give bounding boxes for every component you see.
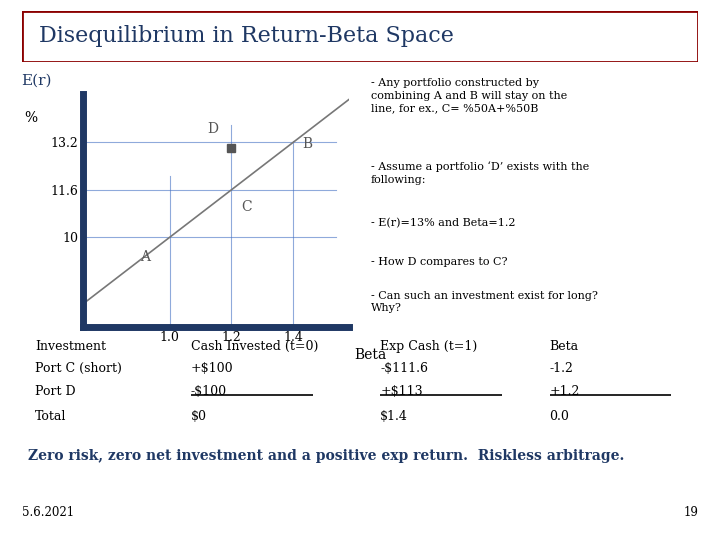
Text: B: B bbox=[302, 137, 313, 151]
Text: - How D compares to C?: - How D compares to C? bbox=[371, 257, 507, 267]
Text: +$113: +$113 bbox=[380, 385, 423, 398]
Text: Investment: Investment bbox=[35, 340, 106, 353]
Text: D: D bbox=[207, 122, 218, 136]
Text: Zero risk, zero net investment and a positive exp return.  Riskless arbitrage.: Zero risk, zero net investment and a pos… bbox=[28, 449, 625, 463]
Text: E(r): E(r) bbox=[22, 74, 52, 88]
Text: Cash Invested (t=0): Cash Invested (t=0) bbox=[191, 340, 318, 353]
Text: - Can such an investment exist for long?
Why?: - Can such an investment exist for long?… bbox=[371, 291, 598, 313]
Text: $0: $0 bbox=[191, 410, 207, 423]
Text: Port C (short): Port C (short) bbox=[35, 362, 122, 375]
Text: -$111.6: -$111.6 bbox=[380, 362, 428, 375]
Text: %: % bbox=[24, 111, 37, 125]
Text: 0.0: 0.0 bbox=[549, 410, 570, 423]
Text: A: A bbox=[140, 250, 150, 264]
Text: Total: Total bbox=[35, 410, 66, 423]
Text: -$100: -$100 bbox=[191, 385, 227, 398]
Text: Disequilibrium in Return-Beta Space: Disequilibrium in Return-Beta Space bbox=[39, 25, 454, 48]
Text: - E(r)=13% and Beta=1.2: - E(r)=13% and Beta=1.2 bbox=[371, 218, 515, 228]
Text: Beta: Beta bbox=[354, 348, 387, 362]
Text: -1.2: -1.2 bbox=[549, 362, 573, 375]
Text: +$100: +$100 bbox=[191, 362, 233, 375]
Text: Port D: Port D bbox=[35, 385, 76, 398]
Text: Beta: Beta bbox=[549, 340, 579, 353]
FancyBboxPatch shape bbox=[22, 11, 698, 62]
Text: - Any portfolio constructed by
combining A and B will stay on the
line, for ex.,: - Any portfolio constructed by combining… bbox=[371, 78, 567, 113]
Text: $1.4: $1.4 bbox=[380, 410, 408, 423]
Text: +1.2: +1.2 bbox=[549, 385, 580, 398]
Text: 19: 19 bbox=[683, 507, 698, 519]
Text: - Assume a portfolio ‘D’ exists with the
following:: - Assume a portfolio ‘D’ exists with the… bbox=[371, 161, 589, 185]
Text: Exp Cash (t=1): Exp Cash (t=1) bbox=[380, 340, 477, 353]
Text: C: C bbox=[240, 200, 251, 214]
Text: 5.6.2021: 5.6.2021 bbox=[22, 507, 73, 519]
